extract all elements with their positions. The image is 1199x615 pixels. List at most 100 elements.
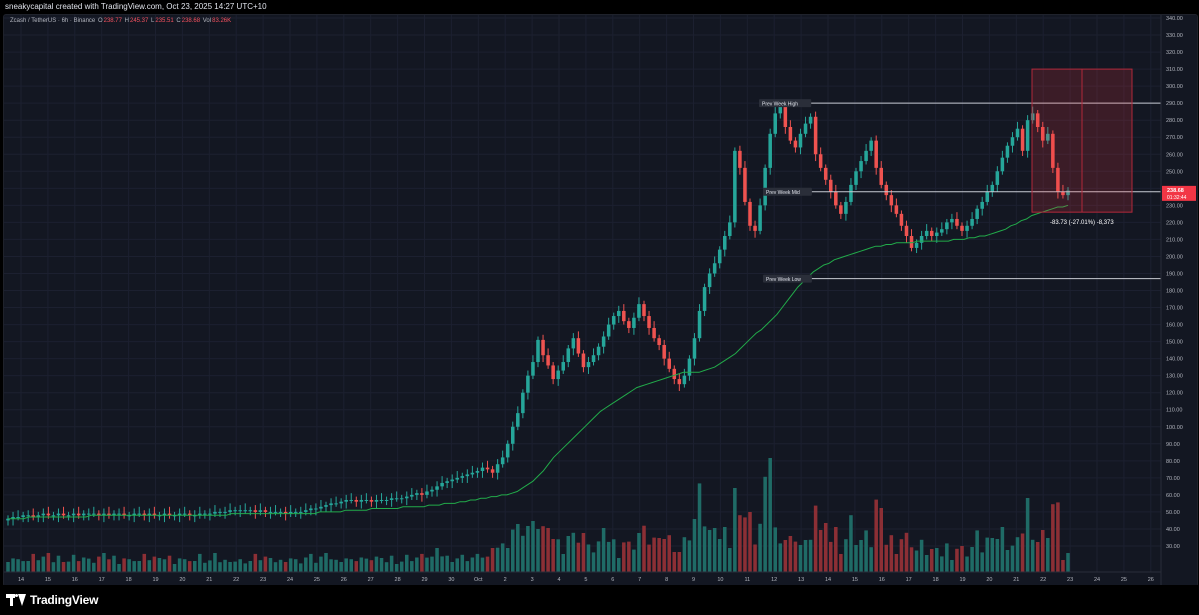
candle-body bbox=[611, 316, 616, 325]
volume-bar bbox=[697, 483, 702, 572]
candle-body bbox=[263, 510, 268, 512]
candle-body bbox=[596, 346, 601, 356]
price-tick-label: 180.00 bbox=[1166, 289, 1183, 295]
time-tick-label: 17 bbox=[99, 577, 105, 583]
volume-bar bbox=[31, 553, 36, 572]
volume-bar bbox=[61, 562, 66, 572]
volume-bar bbox=[238, 559, 242, 572]
candle-body bbox=[450, 479, 454, 482]
candle-body bbox=[1035, 113, 1040, 127]
chart-panel[interactable]: Prev Week High Prev Week Mid Prev Week Low… bbox=[3, 14, 1198, 587]
volume-bar bbox=[415, 557, 419, 572]
volume-bar bbox=[687, 540, 692, 572]
candle-body bbox=[702, 287, 707, 311]
candle-body bbox=[869, 140, 873, 151]
time-tick-label: 22 bbox=[1040, 577, 1046, 583]
volume-bar bbox=[420, 553, 424, 572]
candle-body bbox=[919, 236, 924, 243]
candle-body bbox=[334, 503, 338, 505]
candle-body bbox=[521, 392, 525, 414]
time-tick-label: 22 bbox=[233, 577, 239, 583]
time-tick-label: 4 bbox=[557, 577, 560, 583]
candle-body bbox=[652, 327, 656, 339]
candle-body bbox=[435, 486, 439, 490]
chart-area[interactable]: Prev Week High Prev Week Mid Prev Week Low… bbox=[4, 15, 1197, 586]
volume-bar bbox=[86, 558, 91, 572]
volume-bar bbox=[319, 556, 323, 572]
price-tick-label: 260.00 bbox=[1166, 152, 1183, 158]
volume-bar bbox=[6, 562, 10, 572]
price-chart[interactable]: Prev Week High Prev Week Mid Prev Week Low… bbox=[4, 15, 1197, 586]
volume-bar bbox=[107, 559, 111, 572]
candle-body bbox=[157, 515, 162, 517]
candle-body bbox=[56, 513, 61, 516]
volume-bar bbox=[1000, 527, 1005, 572]
volume-bar bbox=[758, 523, 762, 572]
volume-bar bbox=[258, 560, 263, 572]
price-tick-label: 280.00 bbox=[1166, 118, 1183, 124]
candle-body bbox=[192, 515, 197, 517]
candle-body bbox=[344, 499, 348, 502]
candle-body bbox=[137, 513, 142, 515]
candle-body bbox=[41, 513, 46, 516]
volume-bar bbox=[546, 528, 550, 572]
candle-body bbox=[425, 491, 429, 495]
volume-bar bbox=[581, 533, 586, 572]
volume-bar bbox=[223, 559, 227, 572]
time-tick-label: 8 bbox=[665, 577, 668, 583]
volume-bar bbox=[632, 549, 636, 572]
time-tick-label: 20 bbox=[179, 577, 185, 583]
candle-body bbox=[404, 496, 409, 499]
low-label: L bbox=[151, 18, 155, 24]
volume-bar bbox=[410, 561, 414, 572]
candle-body bbox=[839, 205, 843, 214]
level-label: Prev Week Low bbox=[766, 277, 801, 283]
candle-body bbox=[929, 230, 934, 236]
candle-body bbox=[420, 493, 424, 495]
volume-bar bbox=[839, 554, 843, 572]
time-tick-label: 24 bbox=[1094, 577, 1100, 583]
candle-body bbox=[627, 321, 631, 328]
volume-bar bbox=[551, 539, 555, 572]
volume-bar bbox=[773, 527, 778, 572]
volume-bar bbox=[516, 524, 520, 572]
candle-body bbox=[46, 513, 51, 516]
candle-body bbox=[81, 513, 86, 516]
time-tick-label: 7 bbox=[638, 577, 641, 583]
time-tick-label: 2 bbox=[504, 577, 507, 583]
candle-body bbox=[763, 167, 767, 206]
candle-body bbox=[253, 510, 258, 512]
candle-body bbox=[879, 167, 884, 185]
candle-body bbox=[76, 513, 81, 516]
candle-body bbox=[248, 510, 253, 512]
volume-bar bbox=[1020, 533, 1025, 572]
price-tick-label: 210.00 bbox=[1166, 237, 1183, 243]
candle-body bbox=[329, 503, 333, 506]
tradingview-logo[interactable]: TradingView bbox=[6, 593, 98, 607]
volume-bar bbox=[465, 561, 470, 572]
volume-bar bbox=[167, 555, 172, 572]
candle-body bbox=[859, 161, 863, 172]
candle-body bbox=[339, 501, 343, 504]
candle-body bbox=[823, 167, 828, 180]
time-tick-label: 9 bbox=[692, 577, 695, 583]
price-tick-label: 190.00 bbox=[1166, 271, 1183, 277]
volume-bar bbox=[586, 544, 591, 572]
candle-body bbox=[642, 304, 646, 317]
candle-body bbox=[682, 375, 687, 385]
candle-body bbox=[854, 171, 858, 185]
candle-body bbox=[475, 471, 480, 473]
volume-bar bbox=[26, 561, 30, 572]
volume-bar bbox=[253, 553, 258, 572]
time-tick-label: 5 bbox=[584, 577, 587, 583]
volume-bar bbox=[369, 560, 374, 572]
volume-bar bbox=[677, 552, 682, 572]
volume-bar bbox=[475, 553, 480, 572]
candle-body bbox=[490, 469, 495, 473]
volume-bar bbox=[738, 515, 742, 572]
candle-body bbox=[16, 517, 20, 519]
volume-bar bbox=[859, 540, 863, 572]
candle-body bbox=[985, 191, 990, 202]
high-value: 245.37 bbox=[129, 18, 149, 24]
volume-bar bbox=[521, 535, 525, 572]
